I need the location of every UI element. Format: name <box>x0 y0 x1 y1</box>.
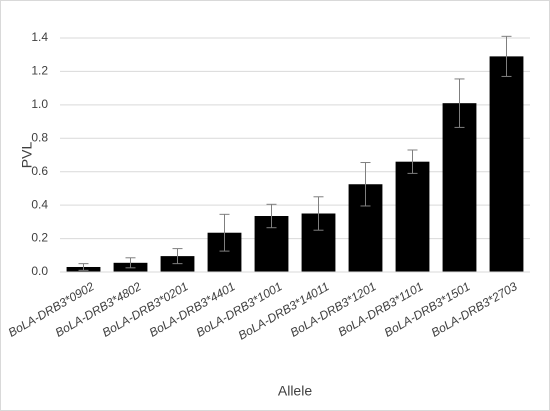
bar <box>489 56 524 273</box>
y-tick-label: 1.0 <box>31 97 48 111</box>
error-bar <box>172 248 183 265</box>
error-bar <box>313 196 324 231</box>
error-bar <box>125 257 136 269</box>
error-bar <box>454 78 465 128</box>
y-tick-label: 1.2 <box>31 64 48 78</box>
y-tick-label: 0.0 <box>31 264 48 278</box>
y-tick-label: 1.4 <box>31 30 48 44</box>
bar <box>395 161 430 272</box>
error-bar <box>266 203 277 229</box>
y-tick-label: 0.6 <box>31 164 48 178</box>
y-tick-label: 0.2 <box>31 231 48 245</box>
x-axis-title: Allele <box>278 383 312 399</box>
y-tick-label: 0.8 <box>31 130 48 144</box>
error-bar <box>360 162 371 207</box>
error-bar <box>407 149 418 174</box>
error-bar <box>219 213 230 252</box>
error-bar <box>78 263 89 271</box>
y-axis-title: PVL <box>19 142 35 169</box>
y-tick-label: 0.4 <box>31 197 48 211</box>
error-bar <box>501 35 512 77</box>
bar <box>442 103 477 272</box>
